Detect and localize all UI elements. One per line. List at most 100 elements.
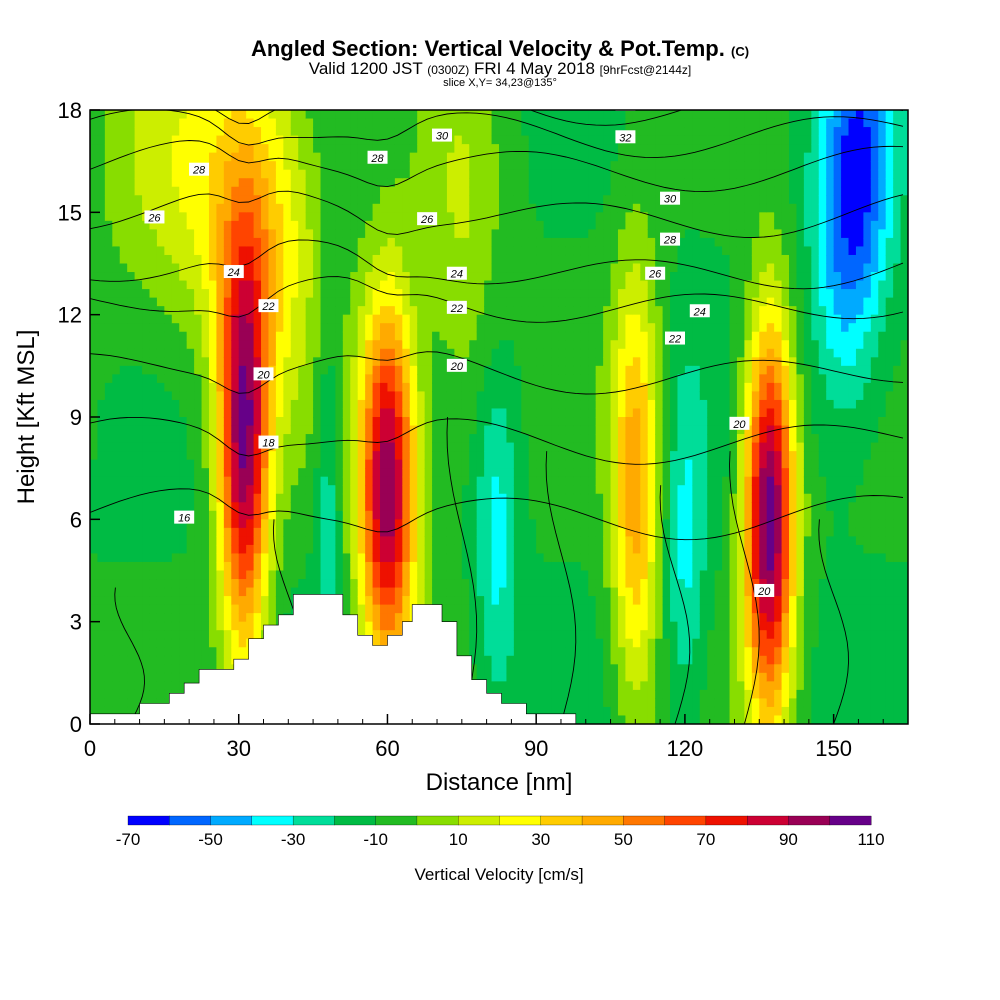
field-cell [365,135,374,145]
field-cell [342,340,351,350]
field-cell [305,237,314,248]
field-cell [603,246,612,256]
field-cell [506,323,515,333]
field-cell [186,340,195,350]
field-cell [104,237,113,248]
field-cell [521,365,530,375]
field-cell [491,553,500,563]
field-cell [580,417,589,427]
field-cell [424,417,433,427]
field-cell [97,127,106,137]
field-cell [253,220,262,230]
field-cell [342,485,351,495]
field-cell [142,527,151,537]
field-cell [261,246,270,256]
field-cell [223,178,232,188]
field-cell [119,604,128,614]
field-cell [275,579,284,589]
field-cell [528,493,537,503]
field-cell [402,493,411,503]
field-cell [380,544,389,555]
field-cell [580,348,589,358]
field-cell [194,638,203,648]
field-cell [223,587,232,597]
field-cell [580,434,589,444]
field-cell [119,263,128,273]
field-cell [595,647,604,657]
field-cell [283,178,292,188]
field-cell [365,237,374,248]
field-cell [194,365,203,375]
field-cell [536,152,545,162]
field-cell [461,527,470,537]
field-cell [156,152,165,162]
field-cell [127,195,136,205]
field-cell [394,391,403,401]
field-cell [298,485,307,495]
field-cell [313,135,322,145]
field-cell [446,391,455,401]
field-cell [521,655,530,665]
field-cell [164,630,173,640]
field-cell [134,604,143,614]
field-cell [97,459,106,469]
field-cell [394,630,403,640]
field-cell [127,596,136,606]
field-cell [290,382,299,393]
field-cell [149,425,158,435]
field-cell [558,365,567,375]
field-cell [476,161,485,171]
field-cell [350,485,359,495]
field-cell [357,237,366,248]
field-cell [290,212,299,222]
field-cell [201,365,210,375]
field-cell [357,510,366,520]
field-cell [461,561,470,572]
field-cell [268,127,277,137]
field-cell [171,357,180,367]
field-cell [365,442,374,452]
field-cell [573,596,582,606]
field-cell [484,596,493,606]
field-cell [551,254,560,265]
field-cell [208,630,218,640]
field-cell [499,417,508,427]
field-cell [506,672,515,682]
field-cell [476,655,485,665]
field-cell [90,434,99,444]
field-cell [603,127,612,137]
field-cell [305,127,314,137]
field-cell [565,579,574,589]
field-cell [588,638,597,648]
field-cell [536,391,545,401]
field-cell [112,220,121,230]
field-cell [387,502,396,512]
field-cell [469,382,478,393]
field-cell [372,169,381,179]
field-cell [565,186,574,196]
field-cell [439,212,448,222]
field-cell [521,604,530,614]
field-cell [253,237,262,248]
field-cell [461,399,470,410]
field-cell [305,272,314,282]
field-cell [543,246,552,256]
field-cell [365,357,374,367]
field-cell [320,306,329,316]
field-cell [194,553,203,563]
field-cell [298,502,307,512]
field-cell [127,212,136,222]
field-cell [484,254,493,265]
field-cell [313,570,322,580]
field-cell [261,135,270,145]
field-cell [342,280,351,290]
field-cell [491,178,500,188]
field-cell [424,289,433,299]
field-cell [313,468,322,478]
field-cell [223,579,232,589]
field-cell [208,118,218,128]
field-cell [565,647,574,657]
field-cell [238,510,247,520]
field-cell [268,331,277,341]
field-cell [164,399,173,410]
